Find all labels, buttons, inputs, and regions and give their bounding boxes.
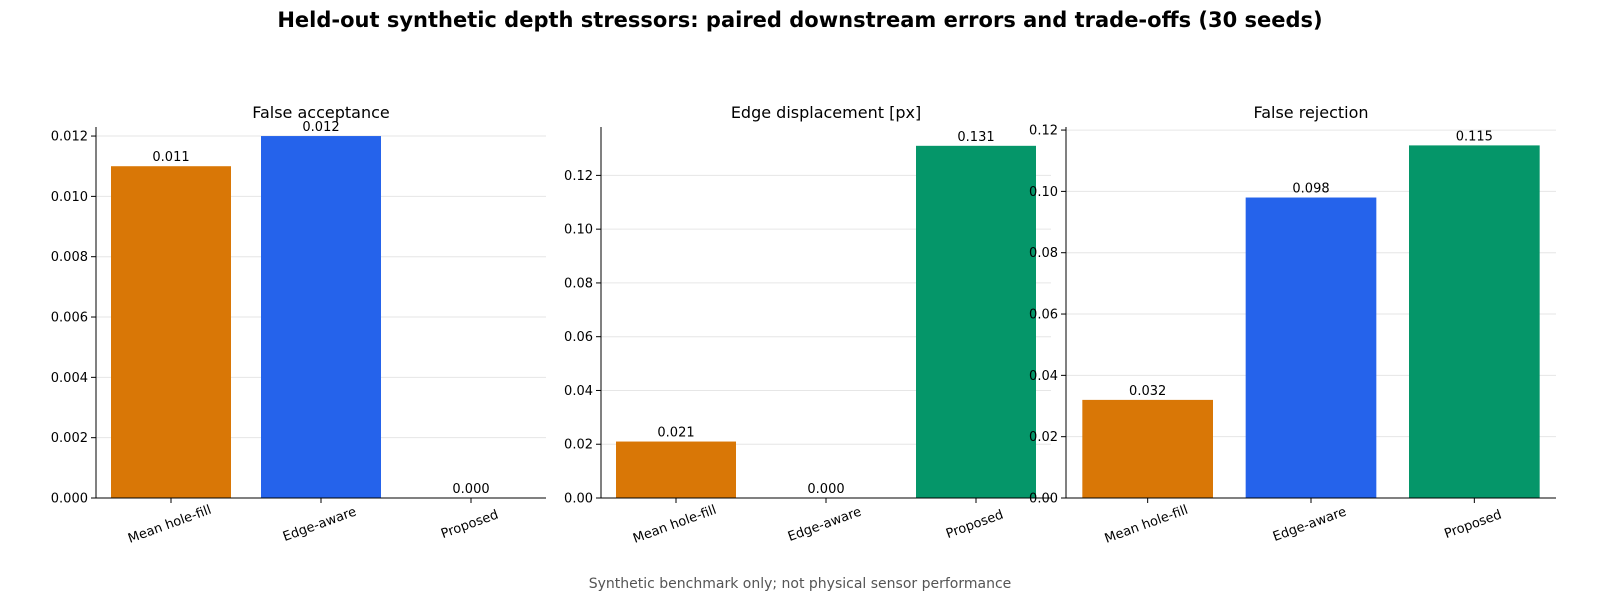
x-tick-label: Edge-aware: [1271, 504, 1349, 544]
x-tick-label: Edge-aware: [786, 504, 864, 544]
y-tick-label: 0.000: [51, 492, 88, 507]
y-tick-label: 0.00: [1029, 492, 1058, 507]
x-tick-label: Mean hole-fill: [1103, 503, 1190, 547]
y-tick-label: 0.08: [1029, 246, 1058, 261]
chart-panel-3: 0.032 Mean hole-fill 0.098 Edge-aware 0.115 P…: [1029, 103, 1556, 547]
bar-value-label: 0.032: [1129, 384, 1166, 399]
chart-title: False rejection: [1253, 103, 1368, 122]
bar-value-label: 0.000: [807, 482, 844, 497]
chart-panel-1: 0.011 Mean hole-fill 0.012 Edge-aware 0.000 P…: [51, 103, 546, 547]
y-tick-label: 0.12: [564, 169, 593, 184]
y-tick-label: 0.06: [1029, 308, 1058, 323]
y-tick-label: 0.006: [51, 311, 88, 326]
x-tick-label: Mean hole-fill: [126, 503, 213, 547]
bar-value-label: 0.098: [1292, 182, 1329, 197]
bar-edge-aware: [261, 136, 381, 499]
y-tick-label: 0.10: [1029, 185, 1058, 200]
x-tick-label: Edge-aware: [281, 504, 359, 544]
bar-value-label: 0.131: [957, 130, 994, 145]
y-tick-label: 0.008: [51, 250, 88, 265]
chart-title: False acceptance: [252, 103, 390, 122]
footnote: Synthetic benchmark only; not physical s…: [588, 576, 1012, 592]
bar-value-label: 0.115: [1456, 129, 1493, 144]
y-tick-label: 0.12: [1029, 124, 1058, 139]
y-tick-label: 0.00: [564, 492, 593, 507]
x-tick-label: Mean hole-fill: [631, 503, 718, 547]
y-tick-label: 0.10: [564, 223, 593, 238]
y-tick-label: 0.002: [51, 431, 88, 446]
bar-mean-hole-fill: [111, 166, 231, 499]
y-tick-label: 0.04: [1029, 369, 1058, 384]
chart-title: Edge displacement [px]: [731, 103, 921, 122]
y-tick-label: 0.02: [1029, 430, 1058, 445]
y-tick-label: 0.06: [564, 330, 593, 345]
y-tick-label: 0.02: [564, 438, 593, 453]
bar-value-label: 0.000: [452, 482, 489, 497]
x-tick-label: Proposed: [944, 507, 1005, 542]
figure-title: Held-out synthetic depth stressors: pair…: [277, 8, 1323, 32]
x-tick-label: Proposed: [439, 507, 500, 542]
bar-edge-aware: [1245, 197, 1377, 498]
y-tick-label: 0.010: [51, 190, 88, 205]
bar-value-label: 0.021: [657, 426, 694, 441]
y-tick-label: 0.04: [564, 384, 593, 399]
bar-value-label: 0.012: [302, 120, 339, 135]
y-tick-label: 0.08: [564, 276, 593, 291]
bar-mean-hole-fill: [1082, 399, 1213, 498]
bar-value-label: 0.011: [152, 150, 189, 165]
bar-mean-hole-fill: [616, 441, 736, 498]
y-tick-label: 0.004: [51, 371, 88, 386]
y-tick-label: 0.012: [51, 130, 88, 145]
chart-panel-2: 0.021 Mean hole-fill 0.000 Edge-aware 0.131 P…: [564, 103, 1051, 547]
bar-proposed: [916, 145, 1036, 498]
x-tick-label: Proposed: [1442, 507, 1503, 542]
bar-proposed: [1409, 145, 1540, 498]
